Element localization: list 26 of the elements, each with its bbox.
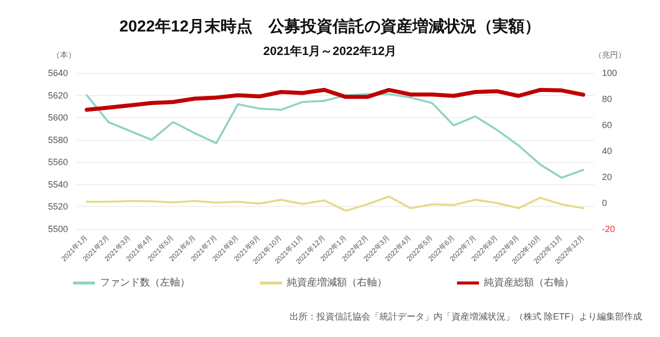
y2-tick-label: 20 [602, 172, 612, 182]
y-tick-label: 5640 [48, 68, 68, 78]
y-tick-label: 5580 [48, 134, 68, 145]
y-tick-label: 5520 [48, 202, 68, 212]
y-tick-label: 5560 [48, 157, 68, 168]
text: 出所：投資信託協会「統計データ」内「資産増減状況」（株式 除ETF）より編集部作成 [290, 312, 642, 322]
y2-tick-label: 0 [602, 198, 608, 208]
y2-tick-label: -20 [602, 224, 616, 234]
y2-tick-label: 80 [602, 94, 612, 104]
legend-label: 純資産増減額（右軸） [287, 276, 387, 288]
y2-axis-title: （兆円） [594, 50, 626, 60]
y-tick-label: 5620 [48, 90, 68, 100]
y2-tick-label: 100 [602, 68, 618, 78]
legend-label: 純資産総額（右軸） [484, 276, 574, 288]
line-series [86, 196, 584, 212]
y-tick-label: 5500 [48, 224, 68, 234]
y2-tick-label: 60 [602, 120, 612, 130]
y-axis-title: （本） [52, 50, 76, 60]
y2-tick-label: 40 [602, 146, 612, 156]
chart-subtitle: 2021年1月～2022年12月 [263, 44, 397, 58]
y-tick-label: 5540 [48, 179, 68, 190]
chart-title: 2022年12月末時点 公募投資信託の資産増減状況（実額） [119, 16, 541, 36]
line-series [84, 88, 586, 112]
y-tick-label: 5600 [48, 112, 68, 123]
legend-label: ファンド数（左軸） [100, 276, 190, 288]
line-series [86, 93, 584, 179]
